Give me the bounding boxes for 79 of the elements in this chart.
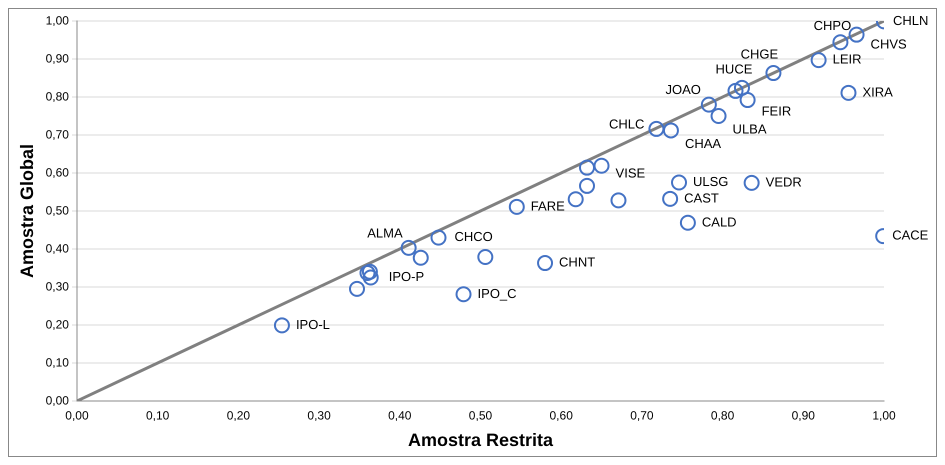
point: [662, 122, 679, 138]
x-tick-label: 0,60: [550, 408, 574, 423]
y-tick-label: 0,10: [46, 355, 70, 370]
x-tick-label: 0,00: [65, 408, 89, 423]
annotation: VEDR: [766, 174, 802, 190]
annotation: IPO_C: [478, 286, 517, 301]
y-tick-label: 0,40: [46, 241, 70, 256]
point: [579, 160, 596, 176]
y-tick-label: 0,00: [46, 393, 70, 408]
point: [728, 82, 744, 99]
point: [610, 192, 626, 208]
annotation: IPO-P: [388, 269, 424, 284]
annotation: FEIR: [762, 104, 792, 119]
annotation: ALMA: [367, 225, 403, 240]
point: [594, 158, 610, 174]
point: [700, 96, 717, 113]
x-tick-label: 0,40: [388, 408, 412, 423]
annotation: ULSG: [693, 174, 728, 190]
point: [662, 190, 678, 207]
point: [671, 174, 688, 190]
annotation: CACE: [892, 228, 929, 243]
point: [740, 92, 756, 108]
point: [508, 198, 525, 215]
point: [579, 178, 596, 194]
y-tick-label: 0,70: [46, 127, 70, 142]
point: [710, 108, 727, 124]
point: [349, 280, 365, 297]
x-tick-label: 0,30: [307, 408, 332, 423]
annotation: IPO-L: [296, 316, 330, 332]
point: [430, 230, 447, 246]
annotation: VISE: [616, 165, 646, 180]
point: [477, 248, 494, 265]
annotation: CHLC: [609, 116, 644, 132]
point: [744, 174, 760, 191]
point: [412, 250, 429, 266]
y-tick-label: 0,30: [46, 279, 70, 294]
point: [734, 80, 750, 96]
x-axis-title: Amostra Restrita: [408, 430, 554, 450]
annotation: CHCO: [454, 229, 493, 244]
x-tick-label: 1,00: [872, 408, 896, 423]
annotation: CHPO: [814, 18, 852, 33]
point: [400, 240, 417, 256]
y-tick-label: 0,80: [46, 89, 70, 104]
point: [362, 270, 379, 286]
annotation: XIRA: [862, 84, 894, 100]
y-axis-title: Amostra Global: [16, 144, 37, 278]
x-tick-label: 0,80: [710, 408, 735, 423]
annotation: CAST: [684, 190, 719, 206]
annotation: LEIR: [832, 52, 862, 67]
x-tick-label: 0,20: [226, 408, 250, 423]
annotation: HUCE: [716, 61, 753, 76]
x-tick-label: 0,90: [792, 408, 816, 423]
point: [456, 286, 472, 302]
point: [537, 255, 554, 272]
point: [274, 317, 290, 334]
annotation: CHLN: [893, 12, 928, 28]
y-tick-label: 0,50: [46, 203, 70, 218]
point: [832, 34, 848, 50]
point: [810, 52, 827, 68]
annotation: FARE: [530, 198, 566, 214]
annotation: CHAA: [684, 136, 722, 152]
y-tick-label: 0,20: [46, 317, 70, 332]
point: [840, 84, 856, 101]
point: [680, 214, 696, 231]
point: [648, 120, 664, 137]
annotation: CHNT: [559, 254, 596, 270]
annotation: CHGE: [740, 46, 779, 62]
annotation: CHVS: [870, 36, 908, 52]
y-tick-label: 0,60: [46, 165, 70, 180]
y-tick-label: 1,00: [46, 13, 70, 28]
point: [568, 191, 584, 208]
y-tick-label: 0,90: [46, 51, 70, 66]
annotation: ULBA: [732, 122, 767, 137]
x-tick-label: 0,70: [630, 408, 654, 423]
annotation: CALD: [702, 214, 737, 230]
annotation: JOAO: [665, 82, 701, 98]
point: [765, 65, 782, 82]
x-tick-label: 0,10: [146, 408, 170, 423]
x-tick-label: 0,50: [468, 408, 492, 423]
